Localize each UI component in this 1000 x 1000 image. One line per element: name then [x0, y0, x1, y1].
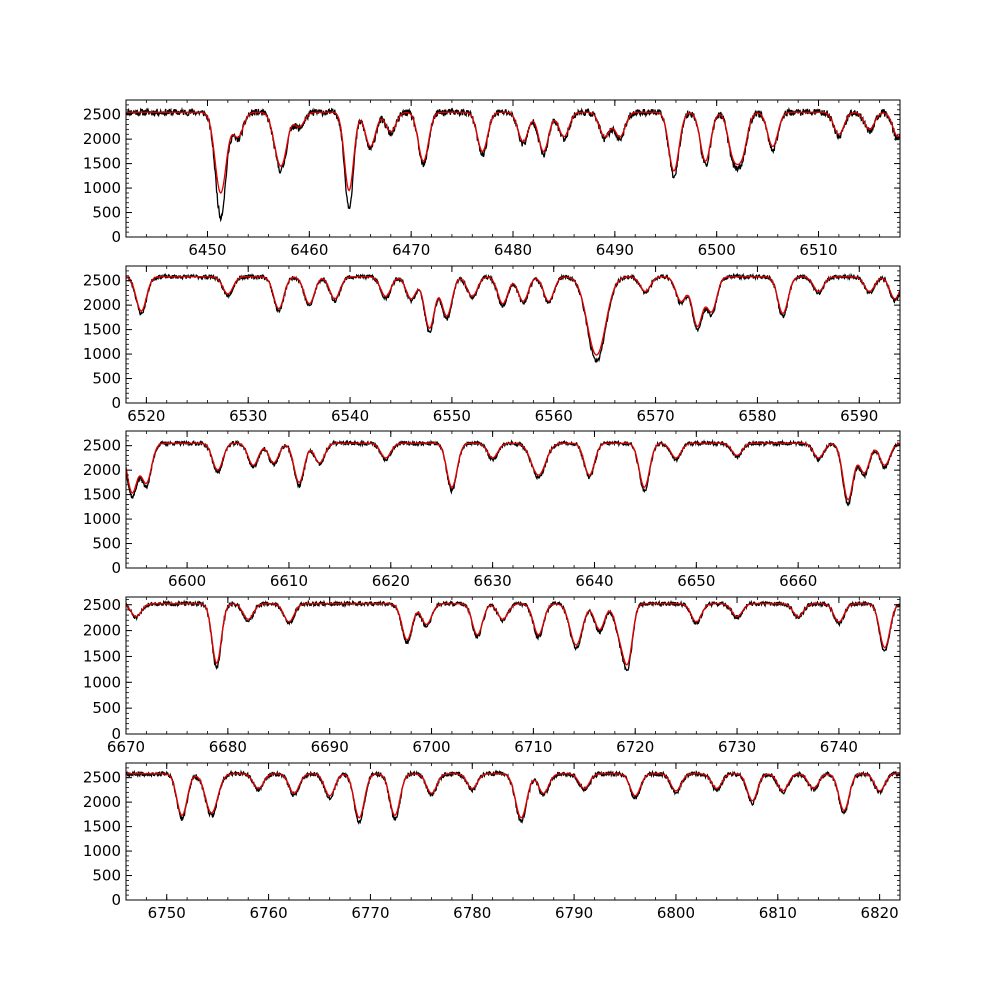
series-line-observed-panel-5: [126, 769, 900, 825]
plot-frame: [125, 265, 901, 404]
x-tick-label: 6680: [209, 738, 247, 756]
x-tick-label: 6780: [453, 904, 491, 922]
x-tick-label: 6650: [677, 572, 715, 590]
y-tick-label: 1000: [83, 510, 121, 528]
y-tick-label: 1000: [83, 179, 121, 197]
x-tick-label: 6810: [759, 904, 797, 922]
x-tick-label: 6640: [575, 572, 613, 590]
x-tick-label: 6690: [311, 738, 349, 756]
y-tick-label: 2500: [83, 437, 121, 455]
plot-frame: [125, 596, 901, 735]
x-tick-label: 6800: [657, 904, 695, 922]
y-tick-label: 500: [92, 204, 121, 222]
x-tick-label: 6600: [168, 572, 206, 590]
x-tick-label: 6790: [555, 904, 593, 922]
x-tick-label: 6590: [840, 407, 878, 425]
series-line-model-panel-2: [126, 276, 900, 356]
y-tick-label: 2500: [83, 596, 121, 614]
y-tick-label: 1000: [83, 673, 121, 691]
series-line-model-panel-1: [126, 111, 900, 194]
spectrum-panel-1: 6450 6460 6470 6480 6490 6500 6510 0 500 1000 1500…: [83, 99, 901, 259]
x-tick-label: 6620: [372, 572, 410, 590]
y-tick-label: 0: [111, 228, 121, 246]
series-line-observed-panel-3: [126, 438, 900, 507]
plot-frame: [125, 762, 901, 901]
y-tick-label: 2000: [83, 622, 121, 640]
x-tick-label: 6510: [799, 241, 837, 259]
y-tick-label: 500: [92, 370, 121, 388]
y-tick-label: 0: [111, 725, 121, 743]
series-line-model-panel-3: [126, 442, 900, 501]
y-tick-label: 500: [92, 699, 121, 717]
x-tick-label: 6520: [127, 407, 165, 425]
x-tick-label: 6660: [779, 572, 817, 590]
x-tick-label: 6820: [861, 904, 899, 922]
y-tick-label: 500: [92, 535, 121, 553]
x-tick-label: 6470: [392, 241, 430, 259]
y-tick-label: 2500: [83, 769, 121, 787]
x-tick-label: 6480: [494, 241, 532, 259]
x-tick-label: 6530: [229, 407, 267, 425]
series-line-observed-panel-2: [126, 272, 900, 363]
x-tick-label: 6760: [249, 904, 287, 922]
x-tick-label: 6450: [188, 241, 226, 259]
spectrum-panel-5: 6750 6760 6770 6780 6790 6800 6810 6820 0 500 1000…: [83, 762, 901, 922]
x-tick-label: 6630: [474, 572, 512, 590]
y-tick-label: 500: [92, 867, 121, 885]
x-tick-label: 6580: [738, 407, 776, 425]
x-tick-label: 6710: [514, 738, 552, 756]
x-tick-label: 6570: [636, 407, 674, 425]
x-tick-label: 6500: [698, 241, 736, 259]
x-tick-label: 6540: [331, 407, 369, 425]
spectrum-panel-2: 6520 6530 6540 6550 6560 6570 6580 6590 0 500 1000…: [83, 265, 901, 425]
x-tick-label: 6740: [820, 738, 858, 756]
y-tick-label: 1500: [83, 321, 121, 339]
y-tick-label: 2500: [83, 272, 121, 290]
x-tick-label: 6490: [596, 241, 634, 259]
y-tick-label: 1500: [83, 818, 121, 836]
x-tick-label: 6550: [433, 407, 471, 425]
x-tick-label: 6720: [616, 738, 654, 756]
y-tick-label: 1000: [83, 842, 121, 860]
y-tick-label: 0: [111, 394, 121, 412]
y-tick-label: 2000: [83, 461, 121, 479]
y-tick-label: 0: [111, 891, 121, 909]
y-tick-label: 2000: [83, 130, 121, 148]
x-tick-label: 6770: [351, 904, 389, 922]
plot-frame: [125, 430, 901, 569]
y-tick-label: 0: [111, 559, 121, 577]
spectrum-panel-4: 6670 6680 6690 6700 6710 6720 6730 6740 0 500 1000…: [83, 596, 901, 756]
y-tick-label: 1500: [83, 486, 121, 504]
y-tick-label: 1500: [83, 647, 121, 665]
x-tick-label: 6670: [107, 738, 145, 756]
series-line-model-panel-5: [126, 773, 900, 819]
x-tick-label: 6460: [290, 241, 328, 259]
y-tick-label: 2000: [83, 296, 121, 314]
plot-frame: [125, 99, 901, 238]
x-tick-label: 6730: [718, 738, 756, 756]
x-tick-label: 6700: [412, 738, 450, 756]
x-tick-label: 6560: [535, 407, 573, 425]
series-line-observed-panel-1: [126, 106, 900, 223]
x-tick-label: 6750: [148, 904, 186, 922]
series-line-model-panel-4: [126, 603, 900, 666]
y-tick-label: 1000: [83, 345, 121, 363]
y-tick-label: 1500: [83, 155, 121, 173]
y-tick-label: 2500: [83, 106, 121, 124]
y-tick-label: 2000: [83, 793, 121, 811]
x-tick-label: 6610: [270, 572, 308, 590]
spectrum-panel-3: 6600 6610 6620 6630 6640 6650 6660 0 500 1000 1500…: [83, 430, 901, 590]
